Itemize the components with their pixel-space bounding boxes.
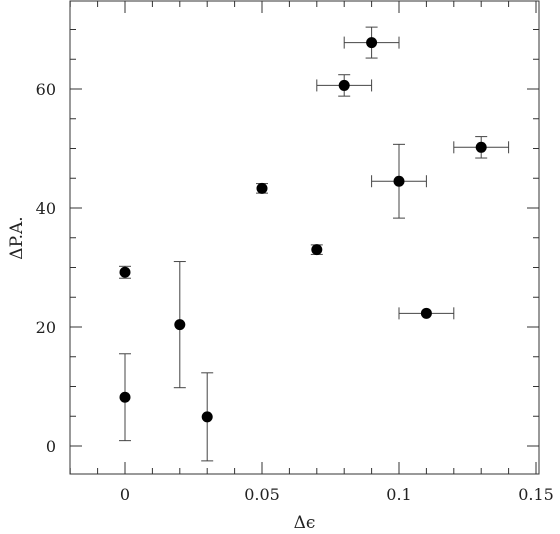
data-point xyxy=(201,411,213,423)
data-point xyxy=(393,175,405,187)
y-tick-label: 20 xyxy=(36,318,56,337)
x-tick-label: 0.1 xyxy=(386,485,411,504)
y-tick-label: 40 xyxy=(36,199,56,218)
y-axis-label: ΔP.A. xyxy=(7,216,27,259)
x-tick-label: 0 xyxy=(120,485,130,504)
data-point xyxy=(256,182,268,194)
y-tick-label: 60 xyxy=(36,80,56,99)
data-point xyxy=(174,319,186,331)
y-tick-label: 0 xyxy=(46,437,56,456)
data-points xyxy=(119,37,487,423)
tick-labels: 0 0.05 0.1 0.15 0 20 40 60 xyxy=(36,80,554,504)
data-point xyxy=(475,141,487,153)
data-point xyxy=(119,266,131,278)
data-point xyxy=(311,244,323,256)
data-point xyxy=(338,79,350,91)
x-axis-label: Δϵ xyxy=(294,513,316,533)
x-tick-label: 0.05 xyxy=(244,485,280,504)
x-tick-label: 0.15 xyxy=(518,485,554,504)
axis-ticks xyxy=(69,1,539,474)
data-point xyxy=(366,37,378,49)
data-point xyxy=(119,391,131,403)
plot-frame xyxy=(69,0,540,475)
data-point xyxy=(420,307,432,319)
error-bars xyxy=(119,26,510,462)
